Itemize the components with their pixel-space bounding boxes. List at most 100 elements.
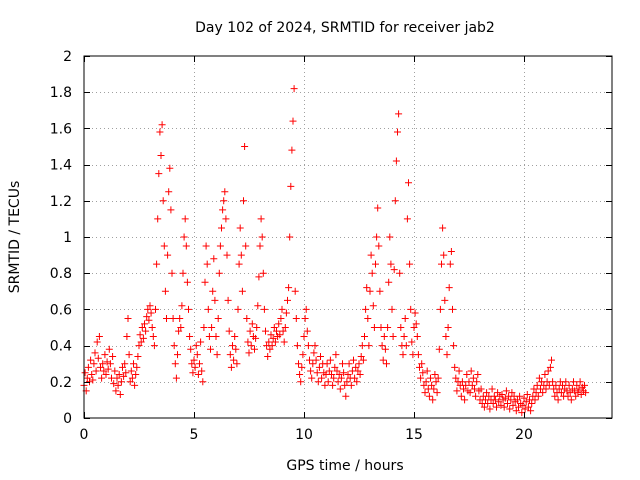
- data-point: [483, 389, 491, 397]
- data-point: [497, 401, 505, 409]
- data-point: [572, 392, 580, 400]
- data-point: [234, 305, 242, 313]
- y-tick-label: 2: [63, 49, 72, 65]
- data-point: [376, 287, 384, 295]
- data-point: [369, 302, 377, 310]
- data-point: [502, 387, 510, 395]
- data-point: [576, 378, 584, 386]
- data-point: [192, 342, 200, 350]
- data-point: [516, 392, 524, 400]
- data-point: [491, 396, 499, 404]
- data-point: [420, 381, 428, 389]
- data-point: [167, 206, 175, 214]
- data-point: [411, 309, 419, 317]
- data-point: [290, 85, 298, 93]
- data-point: [138, 324, 146, 331]
- data-point: [241, 143, 249, 150]
- data-point: [495, 398, 503, 406]
- data-point: [468, 381, 476, 389]
- data-point: [375, 242, 383, 250]
- data-point: [544, 367, 552, 375]
- x-tick-label: 5: [190, 427, 199, 443]
- data-point: [207, 345, 214, 353]
- data-point: [405, 179, 412, 187]
- data-point: [200, 324, 208, 331]
- data-point: [256, 242, 264, 250]
- data-point: [166, 164, 174, 172]
- data-point: [264, 352, 272, 360]
- data-point: [343, 378, 351, 386]
- data-point: [237, 251, 245, 259]
- data-point: [345, 360, 353, 368]
- data-point: [552, 381, 560, 389]
- data-point: [313, 369, 321, 377]
- data-point: [215, 269, 223, 277]
- data-point: [183, 278, 191, 286]
- data-point: [363, 284, 371, 292]
- data-point: [161, 287, 169, 295]
- data-point: [451, 363, 459, 371]
- data-point: [443, 351, 451, 359]
- data-point: [219, 206, 227, 214]
- data-point: [368, 269, 376, 277]
- data-point: [534, 392, 542, 400]
- y-tick-label: 1.8: [50, 85, 72, 101]
- data-point: [227, 363, 235, 371]
- data-point: [106, 360, 114, 368]
- data-point: [449, 305, 456, 313]
- data-point: [121, 360, 129, 368]
- data-point: [269, 334, 277, 342]
- data-point: [270, 324, 278, 331]
- data-point: [213, 351, 221, 359]
- data-point: [302, 305, 310, 313]
- data-point: [117, 378, 125, 386]
- data-point: [477, 385, 485, 393]
- data-point: [275, 320, 283, 328]
- data-point: [122, 369, 130, 377]
- data-point: [336, 385, 344, 393]
- data-point: [501, 394, 509, 402]
- data-point: [317, 352, 324, 360]
- data-point: [223, 251, 231, 259]
- data-point: [421, 389, 429, 397]
- data-point: [528, 400, 536, 408]
- data-point: [563, 387, 571, 395]
- data-point: [104, 365, 112, 373]
- data-point: [531, 396, 539, 404]
- data-point: [276, 331, 284, 339]
- data-point: [356, 371, 364, 379]
- data-point: [457, 392, 465, 400]
- data-point: [139, 334, 147, 342]
- data-point: [533, 381, 541, 389]
- data-point: [408, 338, 416, 346]
- data-point: [445, 284, 453, 292]
- data-point: [402, 342, 410, 350]
- data-point: [447, 247, 455, 255]
- data-point: [94, 354, 102, 362]
- data-point: [539, 389, 547, 397]
- data-point: [312, 356, 320, 364]
- data-point: [328, 371, 335, 379]
- data-point: [141, 320, 148, 328]
- data-point: [278, 305, 286, 313]
- data-point: [83, 374, 91, 382]
- data-point: [354, 367, 362, 375]
- data-point: [410, 324, 418, 331]
- data-point: [253, 324, 261, 331]
- data-point: [236, 224, 244, 232]
- data-point: [549, 378, 557, 386]
- data-point: [358, 342, 366, 350]
- data-point: [407, 305, 415, 313]
- data-point: [229, 342, 236, 350]
- data-point: [197, 338, 205, 346]
- data-point: [204, 305, 212, 313]
- data-point: [187, 345, 195, 353]
- data-point: [417, 374, 425, 382]
- data-point: [427, 374, 434, 382]
- data-point: [297, 378, 305, 386]
- data-point: [111, 367, 119, 375]
- y-tick-label: 0.4: [50, 339, 72, 355]
- data-point: [120, 372, 128, 380]
- data-point: [291, 287, 299, 295]
